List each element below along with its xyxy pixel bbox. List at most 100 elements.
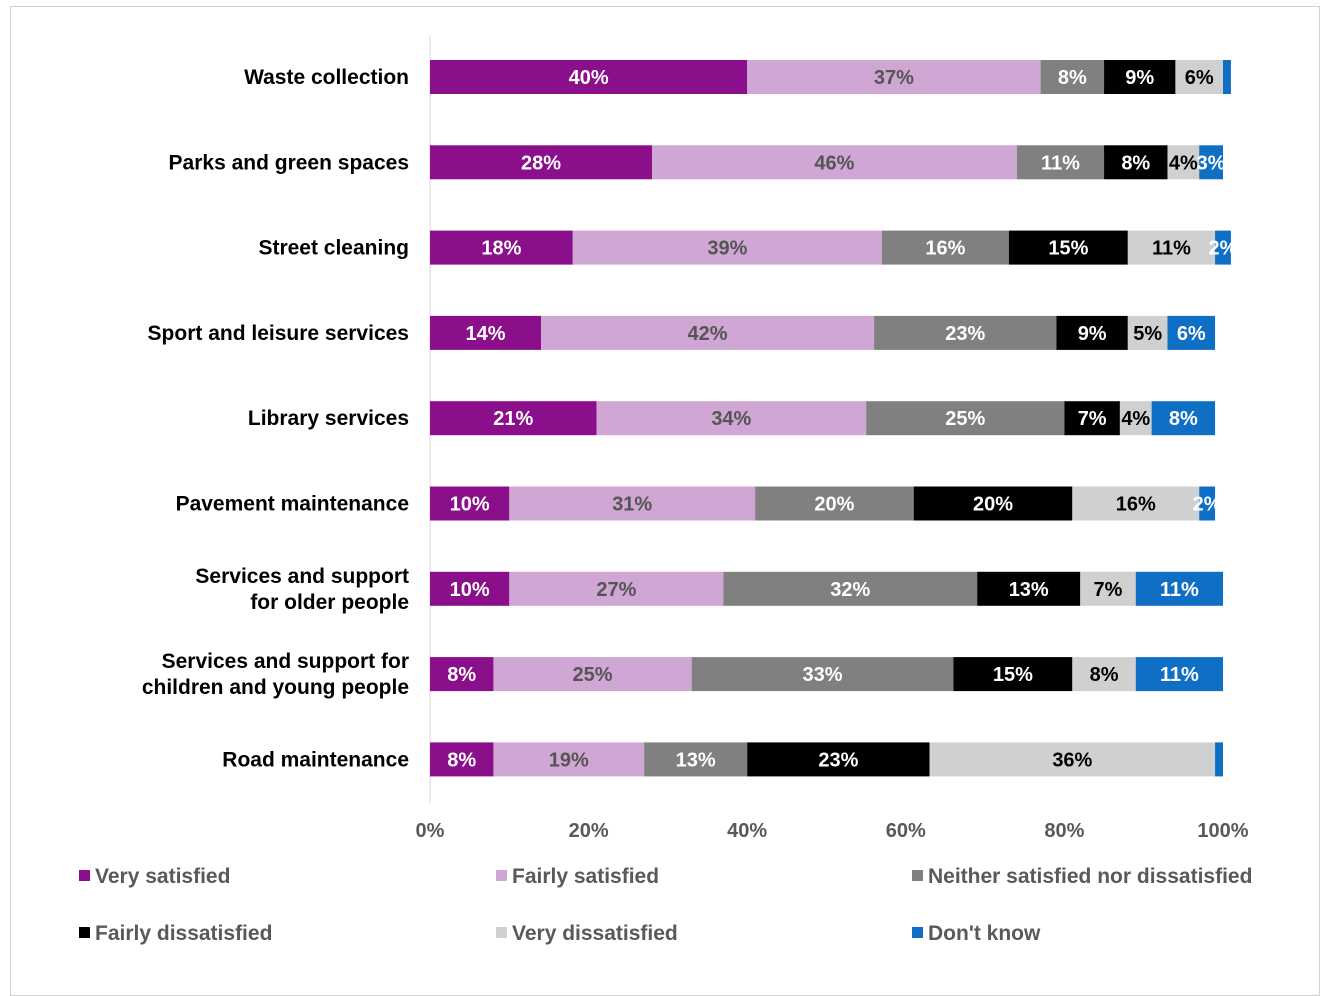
bar-don-t-know (1199, 486, 1216, 521)
category-label: Library services (248, 407, 409, 430)
data-label: 8% (447, 749, 476, 771)
bars-layer: 40% 37% 8% 9% 6%28% 46% 11% 8% 4%3%18% 39% 16% 15% 1… (429, 35, 1238, 803)
bar-very-dissatisfied (1127, 315, 1168, 350)
category-label: Road maintenance (222, 748, 409, 771)
bar-fairly-dissatisfied (1104, 60, 1176, 94)
bar-very-dissatisfied (1072, 486, 1200, 521)
category-label: Sport and leisure services (148, 322, 409, 345)
bar-very-satisfied (430, 230, 573, 265)
bar-very-dissatisfied (929, 742, 1216, 777)
data-label: 11% (1041, 152, 1080, 174)
legend-swatch-don-t-know (912, 927, 923, 938)
data-label: 25% (945, 408, 985, 430)
data-label: 39% (707, 238, 747, 260)
legend: Very satisfied Fairly satisfied Neither sa… (79, 865, 1252, 945)
bar-don-t-know (1135, 657, 1223, 692)
bar-very-dissatisfied (1119, 401, 1152, 436)
x-tick-label: 40% (727, 820, 767, 842)
data-label: 21% (493, 408, 533, 430)
data-label: 4% (1121, 408, 1150, 430)
legend-label: Don't know (928, 922, 1041, 945)
x-tick-label: 80% (1044, 820, 1084, 842)
bar-neither-satisfied-nor-dissatisfied (1016, 145, 1105, 180)
bar-fairly-satisfied (572, 230, 883, 265)
category-label: Parks and green spaces (169, 151, 409, 174)
data-label: 42% (688, 323, 728, 345)
bar-very-dissatisfied (1080, 571, 1136, 606)
data-label: 20% (814, 494, 854, 516)
category-label: Services and support for (162, 650, 409, 673)
data-label: 14% (465, 323, 505, 345)
data-label: 37% (874, 67, 914, 89)
bar-neither-satisfied-nor-dissatisfied (691, 657, 954, 692)
data-label: 6% (1185, 67, 1214, 89)
bar-fairly-dissatisfied (913, 486, 1073, 521)
chart-frame: 40% 37% 8% 9% 6% 28% 46% 11% 8% 4% 3% 18% 39% 16% 15% 1… (10, 6, 1320, 996)
bar-neither-satisfied-nor-dissatisfied (1040, 60, 1105, 94)
bar-don-t-know (1215, 742, 1223, 777)
legend-label: Very dissatisfied (512, 922, 678, 945)
bar-fairly-satisfied (509, 486, 756, 521)
bar-neither-satisfied-nor-dissatisfied (644, 742, 748, 777)
bar-fairly-dissatisfied (1064, 401, 1120, 436)
data-label: 32% (830, 579, 870, 601)
legend-swatch-very-dissatisfied (496, 927, 507, 938)
bar-fairly-satisfied (747, 60, 1041, 94)
legend-label: Very satisfied (95, 865, 230, 888)
legend-swatch-fairly-satisfied (496, 870, 507, 881)
legend-swatch-neither-satisfied-nor-dissatisfied (912, 870, 923, 881)
bar-very-satisfied (430, 145, 653, 180)
category-label: Pavement maintenance (176, 493, 409, 516)
data-label: 23% (945, 323, 985, 345)
data-label: 8% (447, 664, 476, 686)
bar-don-t-know (1167, 315, 1216, 350)
bar-very-dissatisfied (1175, 60, 1223, 94)
bar-fairly-satisfied (596, 401, 867, 436)
data-label: 25% (573, 664, 613, 686)
data-label: 8% (1090, 664, 1119, 686)
data-label: 6% (1177, 323, 1206, 345)
data-label: 40% (569, 67, 609, 89)
data-label: 11% (1152, 238, 1191, 260)
bar-very-satisfied (430, 657, 494, 692)
data-label: 27% (596, 579, 636, 601)
category-label: children and young people (142, 676, 409, 699)
bar-very-dissatisfied (1072, 657, 1136, 692)
legend-swatch-fairly-dissatisfied (79, 927, 90, 938)
data-label: 9% (1125, 67, 1154, 89)
legend-label: Fairly satisfied (512, 865, 659, 888)
data-label: 9% (1078, 323, 1107, 345)
bar-neither-satisfied-nor-dissatisfied (882, 230, 1009, 265)
data-label: 13% (676, 749, 716, 771)
data-label: 7% (1078, 408, 1107, 430)
data-label: 28% (521, 152, 561, 174)
bar-don-t-know (1215, 230, 1231, 265)
data-label: 33% (803, 664, 843, 686)
bar-fairly-dissatisfied (1008, 230, 1128, 265)
data-label: 7% (1094, 579, 1123, 601)
data-label: 16% (925, 238, 965, 260)
bar-very-satisfied (430, 742, 494, 777)
bar-fairly-dissatisfied (977, 571, 1081, 606)
data-label: 8% (1121, 152, 1150, 174)
bar-fairly-satisfied (493, 742, 645, 777)
data-label: 15% (993, 664, 1033, 686)
bar-fairly-satisfied (652, 145, 1017, 180)
data-label: 10% (450, 494, 490, 516)
bar-neither-satisfied-nor-dissatisfied (874, 315, 1057, 350)
bar-neither-satisfied-nor-dissatisfied (755, 486, 914, 521)
category-label: Street cleaning (258, 237, 409, 260)
data-label: 2% (1209, 238, 1238, 260)
data-label: 15% (1048, 238, 1088, 260)
bar-fairly-dissatisfied (953, 657, 1073, 692)
bar-fairly-dissatisfied (1104, 145, 1168, 180)
x-tick-label: 20% (569, 820, 609, 842)
x-tick-label: 100% (1197, 820, 1248, 842)
data-label: 5% (1133, 323, 1162, 345)
bar-neither-satisfied-nor-dissatisfied (866, 401, 1065, 436)
bar-very-dissatisfied (1167, 145, 1200, 180)
data-label: 2% (1193, 494, 1222, 516)
category-labels: Waste collection Parks and green spaces St… (142, 66, 409, 771)
data-label: 19% (549, 749, 589, 771)
bar-don-t-know (1223, 60, 1231, 94)
